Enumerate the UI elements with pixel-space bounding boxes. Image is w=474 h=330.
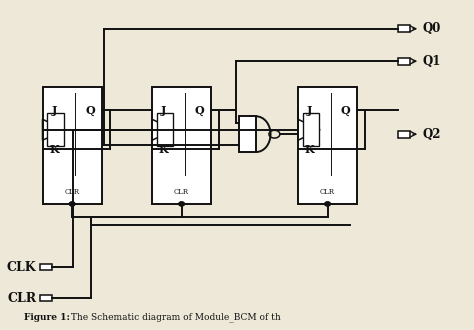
Text: CLR: CLR: [320, 188, 335, 196]
Bar: [40, 264, 52, 271]
Text: K: K: [159, 144, 169, 154]
Text: Q: Q: [194, 105, 204, 116]
Bar: [43, 87, 102, 204]
Text: CLR: CLR: [174, 188, 189, 196]
Circle shape: [325, 202, 330, 206]
Text: Q1: Q1: [422, 55, 441, 68]
Circle shape: [179, 202, 184, 206]
Bar: [157, 113, 173, 146]
Text: Figure 1:: Figure 1:: [24, 314, 70, 322]
Bar: [47, 113, 64, 146]
Bar: [398, 58, 410, 65]
Bar: [152, 87, 211, 204]
Text: CLR: CLR: [8, 291, 36, 305]
Bar: [398, 131, 410, 138]
Bar: [398, 25, 410, 32]
Text: J: J: [307, 105, 312, 116]
Bar: [40, 295, 52, 301]
Circle shape: [179, 202, 184, 206]
Text: J: J: [161, 105, 166, 116]
Circle shape: [69, 202, 75, 206]
Text: J: J: [52, 105, 57, 116]
Circle shape: [69, 202, 75, 206]
Text: K: K: [305, 144, 315, 154]
Bar: [238, 116, 256, 152]
Text: CLK: CLK: [7, 261, 36, 274]
Text: Q0: Q0: [422, 22, 441, 35]
Bar: [298, 87, 357, 204]
Circle shape: [325, 202, 330, 206]
Text: K: K: [50, 144, 59, 154]
Text: Q: Q: [340, 105, 350, 116]
Text: The Schematic diagram of Module_BCM of th: The Schematic diagram of Module_BCM of t…: [68, 313, 280, 322]
Bar: [303, 113, 319, 146]
Text: Q2: Q2: [422, 128, 441, 141]
Text: CLR: CLR: [64, 188, 80, 196]
Text: Q: Q: [85, 105, 95, 116]
